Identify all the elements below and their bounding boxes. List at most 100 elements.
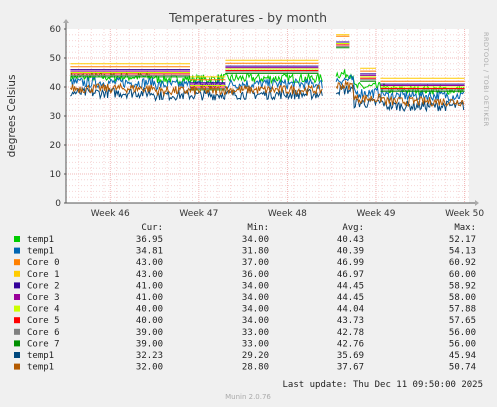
legend-value-avg: 43.73 [337,316,364,326]
y-tick-label: 0 [55,199,61,209]
legend-value-min: 34.00 [242,293,269,303]
legend-swatch [14,270,20,277]
legend-value-avg: 35.69 [337,351,364,361]
legend-value-max: 57.65 [449,316,476,326]
y-tick-label: 10 [50,170,62,180]
legend-value-avg: 44.04 [337,305,364,315]
legend-swatch [14,282,20,289]
x-tick-label: Week 48 [268,209,307,219]
legend-series-name: Core 2 [27,281,60,291]
legend-value-cur: 41.00 [136,281,163,291]
y-axis-label: degrees Celsius [6,75,18,158]
legend-series-name: temp1 [27,247,54,257]
legend-value-cur: 43.00 [136,258,163,268]
legend-series-name: Core 7 [27,339,60,349]
legend-value-max: 57.88 [449,305,476,315]
x-tick-labels: Week 46 Week 47 Week 48 Week 49 Week 50 [91,209,485,219]
legend-value-cur: 40.00 [136,316,163,326]
legend-swatch [14,352,20,358]
legend-value-min: 34.00 [242,316,269,326]
legend-value-cur: 36.95 [136,235,163,245]
y-tick-label: 40 [50,83,62,93]
legend-swatch [14,340,20,347]
legend-value-max: 54.13 [449,247,476,257]
legend-value-avg: 46.97 [337,270,364,280]
legend-series-name: Core 3 [27,293,60,303]
legend-series-name: Core 4 [27,305,60,315]
legend-series-name: Core 0 [27,258,60,268]
x-tick-label: Week 47 [179,209,218,219]
x-tick-label: Week 46 [91,209,130,219]
legend-value-avg: 44.45 [337,281,364,291]
legend-value-cur: 43.00 [136,270,163,280]
chart-title: Temperatures - by month [168,10,327,25]
series-line-7 [70,44,465,89]
axes [63,19,479,206]
legend-swatch [14,363,20,370]
legend-value-min: 31.80 [242,247,269,257]
series-line-2 [70,35,465,82]
legend-series-name: Core 6 [27,328,60,338]
legend-value-min: 36.00 [242,270,269,280]
legend-swatch [14,259,20,266]
legend-value-cur: 39.00 [136,339,163,349]
y-tick-label: 30 [50,112,62,122]
y-tick-label: 20 [50,141,62,151]
legend-value-cur: 41.00 [136,293,163,303]
legend-header: Avg: [342,223,364,233]
x-tick-label: Week 50 [445,209,484,219]
legend-value-cur: 39.00 [136,328,163,338]
y-tick-label: 50 [50,54,62,64]
x-tick-label: Week 49 [357,209,396,219]
legend-value-min: 33.00 [242,339,269,349]
legend-header: Max: [454,223,476,233]
series-line-4 [70,41,465,85]
legend-value-cur: 32.00 [136,363,163,373]
legend-value-avg: 40.43 [337,235,364,245]
legend: Cur: Min: Avg: Max: temp1 36.95 34.00 40.43 52.1… [14,223,476,373]
legend-swatch [14,328,20,335]
legend-header: Min: [247,223,269,233]
legend-value-max: 56.00 [449,328,476,338]
legend-value-cur: 34.81 [136,247,163,257]
legend-value-max: 50.74 [449,363,476,373]
legend-series-name: temp1 [27,235,54,245]
legend-series-name: temp1 [27,363,54,373]
legend-value-max: 45.94 [449,351,476,361]
legend-swatch [14,305,20,312]
legend-series-name: Core 5 [27,316,60,326]
legend-value-min: 34.00 [242,281,269,291]
legend-value-max: 58.00 [449,293,476,303]
last-update: Last update: Thu Dec 11 09:50:00 2025 [283,380,483,390]
y-tick-labels: 0 10 20 30 40 50 60 [50,25,62,209]
legend-value-max: 56.00 [449,339,476,349]
legend-value-avg: 37.67 [337,363,364,373]
legend-series-name: temp1 [27,351,54,361]
legend-value-max: 52.17 [449,235,476,245]
legend-swatch [14,247,20,254]
legend-value-cur: 32.23 [136,351,163,361]
legend-value-avg: 44.45 [337,293,364,303]
series-line-8 [70,45,465,91]
legend-value-cur: 40.00 [136,305,163,315]
series-line-3 [70,34,465,79]
legend-value-avg: 42.76 [337,339,364,349]
legend-swatch [14,294,20,300]
y-axis-arrow [63,19,69,23]
x-axis-arrow [475,200,479,206]
y-tick-label: 60 [50,25,62,35]
legend-value-avg: 40.39 [337,247,364,257]
legend-value-min: 34.00 [242,305,269,315]
legend-value-max: 60.92 [449,258,476,268]
legend-header: Cur: [141,223,163,233]
plot-area [66,29,469,203]
series-line-11 [70,79,465,107]
legend-swatch [14,236,20,242]
legend-value-avg: 46.99 [337,258,364,268]
legend-value-min: 34.00 [242,235,269,245]
legend-value-min: 37.00 [242,258,269,268]
series-line-6 [70,43,465,88]
legend-series-name: Core 1 [27,270,60,280]
legend-value-min: 29.20 [242,351,269,361]
